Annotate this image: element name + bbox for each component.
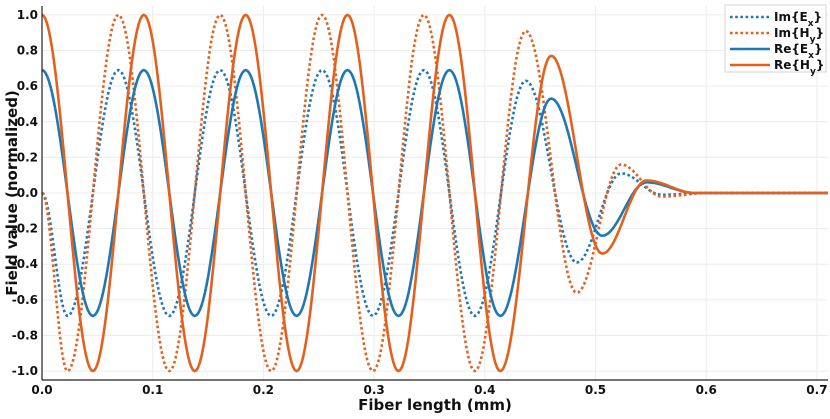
- legend-label-subscript: x: [808, 19, 814, 29]
- x-tick-labels: 0.0 0.1 0.2 0.3 0.4 0.5 0.6 0.7: [31, 383, 827, 397]
- x-tick-label: 0.3: [363, 383, 384, 397]
- legend-label-main: Re{E: [774, 42, 808, 56]
- legend-label-tail: }: [814, 42, 823, 56]
- legend-label-tail: }: [816, 58, 825, 72]
- legend-label-subscript: y: [810, 35, 816, 45]
- legend-label: Re{Ex}: [774, 42, 822, 61]
- legend-label: Im{Hy}: [774, 26, 824, 45]
- legend-label-tail: }: [814, 10, 823, 24]
- legend-label-main: Re{H: [774, 58, 810, 72]
- x-tick-label: 0.5: [585, 383, 606, 397]
- y-tick-label: -0.6: [12, 293, 38, 307]
- x-tick-label: 0.4: [474, 383, 495, 397]
- legend-label-subscript: x: [808, 51, 814, 61]
- y-axis-title: Field value (normalized): [3, 90, 21, 296]
- x-tick-label: 0.7: [806, 383, 827, 397]
- legend-label-tail: }: [815, 26, 824, 40]
- legend-label: Re{Hy}: [774, 58, 824, 77]
- series-line-rehy: [41, 13, 828, 373]
- legend-label-main: Im{E: [774, 10, 808, 24]
- y-tick-label: 0.4: [17, 115, 38, 129]
- y-tick-label: -0.4: [12, 257, 38, 271]
- x-tick-label: 0.6: [696, 383, 717, 397]
- y-tick-labels: -1.0 -0.8 -0.6 -0.4 -0.2 0.0 0.2 0.4 0.6 0.8 1.0: [12, 8, 38, 378]
- series-line-reex: [41, 68, 828, 318]
- y-tick-label: 0.6: [17, 79, 38, 93]
- x-tick-label: 0.1: [142, 383, 163, 397]
- y-tick-label: 1.0: [17, 8, 38, 22]
- series-line-imhy: [41, 13, 828, 373]
- legend-label-main: Im{H: [774, 26, 810, 40]
- x-tick-label: 0.2: [253, 383, 274, 397]
- legend-label: Im{Ex}: [774, 10, 822, 29]
- x-tick-label: 0.0: [31, 383, 52, 397]
- y-tick-label: -0.8: [12, 328, 38, 342]
- y-tick-label: -1.0: [12, 364, 38, 378]
- legend: Im{Ex}Im{Hy}Re{Ex}Re{Hy}: [724, 4, 827, 77]
- y-tick-label: 0.8: [17, 44, 38, 58]
- axes: [41, 6, 828, 381]
- series-lines: [41, 13, 828, 373]
- y-tick-label: -0.2: [12, 222, 38, 236]
- legend-label-subscript: y: [810, 67, 816, 77]
- x-axis-title: Fiber length (mm): [358, 396, 512, 414]
- y-tick-label: 0.2: [17, 150, 38, 164]
- y-tick-label: 0.0: [17, 186, 38, 200]
